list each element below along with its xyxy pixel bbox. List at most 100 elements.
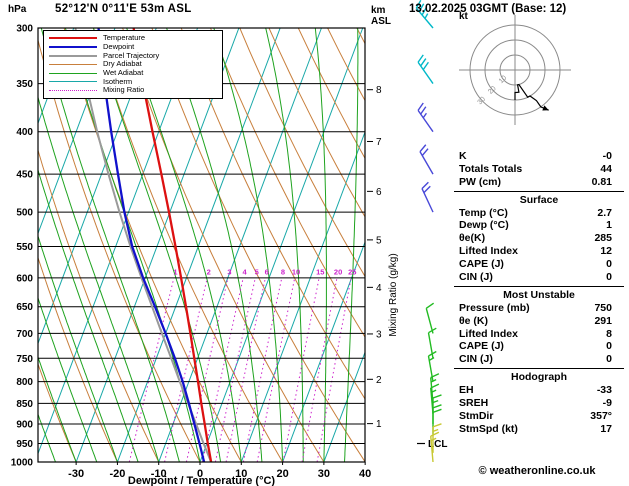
svg-text:3: 3 [227, 267, 231, 276]
svg-text:7: 7 [376, 137, 382, 148]
mixing-ratio-swatch [49, 89, 97, 91]
stat-row-surface-cin: CIN (J) 0 [454, 271, 624, 284]
dewpoint-line-swatch [49, 46, 97, 49]
stat-label: CAPE (J) [459, 258, 504, 271]
svg-text:40: 40 [359, 468, 371, 480]
svg-text:4: 4 [376, 283, 382, 294]
legend-label: Parcel Trajectory [103, 50, 160, 60]
wind-barb [415, 0, 434, 29]
svg-text:850: 850 [16, 399, 33, 410]
svg-text:900: 900 [16, 420, 33, 431]
skewt-chart: 1 2 3 4 5 6 8 10 15 20 253003504004505005506006507… [11, 0, 447, 486]
wind-barb [421, 181, 434, 213]
legend-label: Dry Adiabat [103, 59, 142, 69]
mixing-ratio-value-labels: 1 2 3 4 5 6 8 10 15 20 25 [173, 267, 356, 276]
dry-adiabat-swatch [49, 63, 97, 65]
svg-text:10: 10 [292, 267, 300, 276]
stat-row-surface-lifted-index: Lifted Index 12 [454, 245, 624, 258]
svg-text:300: 300 [16, 24, 33, 35]
stat-value: 12 [600, 245, 612, 258]
legend-item-temperature: Temperature [49, 34, 220, 43]
stat-value: 0 [606, 353, 612, 366]
plot-frame [37, 27, 366, 463]
svg-text:15: 15 [316, 267, 324, 276]
legend-item-dewpoint: Dewpoint [49, 43, 220, 52]
svg-text:6: 6 [265, 267, 269, 276]
wind-barb [417, 54, 434, 84]
temperature-line-swatch [49, 37, 97, 40]
stat-label: CIN (J) [459, 271, 493, 284]
stats-divider [454, 190, 624, 192]
hodograph-arrowhead [542, 105, 549, 111]
stat-row-mu-pressure: Pressure (mb) 750 [454, 302, 624, 315]
svg-text:950: 950 [16, 439, 33, 450]
hodograph-unit-label: kt [459, 11, 468, 22]
stat-label: Totals Totals [459, 162, 523, 175]
lcl-marker: LCL [417, 439, 447, 450]
svg-text:25: 25 [348, 267, 356, 276]
stat-label: CAPE (J) [459, 340, 504, 353]
svg-text:750: 750 [16, 354, 33, 365]
wet-adiabat-swatch [49, 72, 97, 74]
svg-text:1000: 1000 [11, 458, 34, 469]
svg-text:450: 450 [16, 170, 33, 181]
svg-text:3: 3 [376, 329, 382, 340]
x-axis-title: Dewpoint / Temperature (°C) [128, 475, 276, 486]
wind-barb [419, 144, 434, 175]
isotherm-swatch [49, 81, 97, 83]
stat-label: θe (K) [459, 314, 489, 327]
skewt-background-grid [38, 28, 365, 462]
stat-label: Dewp (°C) [459, 219, 509, 232]
stat-row-stmdir: StmDir 357° [454, 410, 624, 423]
datetime-title: 13.02.2025 03GMT (Base: 12) [409, 3, 567, 15]
svg-text:5: 5 [376, 235, 382, 246]
svg-text:20: 20 [276, 468, 288, 480]
stat-row-pw: PW (cm) 0.81 [454, 176, 624, 189]
svg-text:20: 20 [487, 85, 498, 96]
svg-text:1: 1 [173, 267, 177, 276]
legend-item-mixing-ratio: Mixing Ratio [49, 86, 220, 95]
svg-text:500: 500 [16, 208, 33, 219]
svg-text:5: 5 [255, 267, 259, 276]
svg-text:350: 350 [16, 79, 33, 90]
svg-text:550: 550 [16, 242, 33, 253]
stat-label: Lifted Index [459, 245, 518, 258]
svg-text:4: 4 [243, 267, 248, 276]
svg-text:0: 0 [197, 468, 203, 480]
svg-text:10: 10 [498, 74, 509, 85]
stat-value: -33 [596, 384, 612, 397]
svg-text:600: 600 [16, 273, 33, 284]
svg-text:650: 650 [16, 302, 33, 313]
stat-row-sreh: SREH -9 [454, 397, 624, 410]
stat-row-mu-cape: CAPE (J) 0 [454, 340, 624, 353]
svg-text:10: 10 [235, 468, 247, 480]
wind-barb [425, 302, 435, 334]
stats-section-title-hodograph: Hodograph [511, 371, 567, 384]
hodograph-trace [514, 83, 549, 111]
stat-row-mu-cin: CIN (J) 0 [454, 353, 624, 366]
stat-label: SREH [459, 397, 489, 410]
pressure-unit-label: hPa [8, 4, 27, 15]
svg-text:8: 8 [281, 267, 285, 276]
pressure-gridlines [38, 28, 365, 462]
svg-text:1: 1 [376, 419, 382, 430]
stats-divider [454, 368, 624, 370]
stat-row-totals-totals: Totals Totals 44 [454, 163, 624, 176]
legend-label: Mixing Ratio [103, 85, 145, 95]
stat-row-mu-theta-e: θe (K) 291 [454, 315, 624, 328]
stats-section-title-most-unstable: Most Unstable [503, 288, 575, 301]
dewpoint-line [97, 28, 206, 462]
legend-label: Dewpoint [103, 42, 135, 52]
stat-label: Temp (°C) [459, 206, 508, 219]
svg-text:2: 2 [376, 375, 382, 386]
stat-label: StmSpd (kt) [459, 422, 518, 435]
legend-item-dry-adiabat: Dry Adiabat [49, 60, 220, 69]
stat-value: 0.81 [591, 175, 612, 188]
mixing-ratio-axis-title: Mixing Ratio (g/kg) [388, 253, 399, 336]
stat-label: θe(K) [459, 232, 486, 245]
svg-text:ASL: ASL [371, 16, 391, 27]
stat-label: K [459, 150, 467, 162]
